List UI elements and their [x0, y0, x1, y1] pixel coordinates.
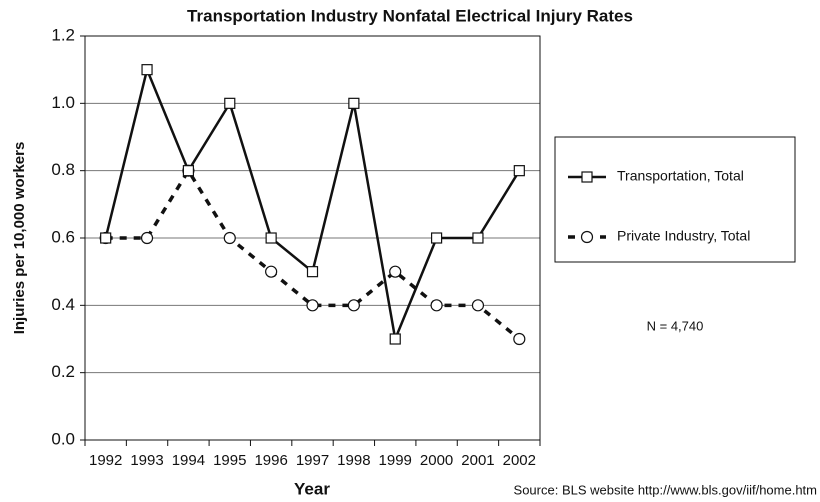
data-point: [513, 165, 525, 177]
x-tick-label: 1998: [337, 452, 370, 469]
data-point: [471, 299, 485, 312]
annotation: N = 4,740: [647, 318, 704, 333]
data-point: [141, 64, 153, 76]
x-tick-label: 1996: [254, 452, 287, 469]
data-point: [306, 299, 319, 312]
y-tick-label: 0.2: [51, 362, 75, 381]
y-axis-label: Injuries per 10,000 workers: [11, 142, 28, 335]
x-tick-label: 1993: [130, 452, 163, 469]
legend-label: Private Industry, Total: [617, 228, 750, 244]
data-point: [430, 299, 443, 312]
legend-label: Transportation, Total: [617, 168, 744, 184]
data-point: [347, 299, 360, 312]
x-tick-label: 2001: [461, 452, 494, 469]
data-point: [513, 332, 526, 346]
x-axis-label: Year: [294, 479, 330, 498]
chart-title: Transportation Industry Nonfatal Electri…: [187, 6, 633, 25]
x-tick-label: 1995: [213, 452, 246, 469]
data-point: [100, 232, 112, 244]
legend-marker: [581, 171, 593, 183]
series-line: [105, 167, 521, 341]
series-line: [104, 65, 521, 344]
y-tick-label: 0.4: [51, 295, 75, 314]
source-note: Source: BLS website http://www.bls.gov/i…: [514, 482, 817, 497]
data-point: [389, 333, 401, 345]
legend-marker: [580, 230, 594, 244]
data-point: [430, 232, 443, 244]
data-point: [182, 165, 195, 177]
x-tick-label: 2002: [503, 452, 536, 469]
y-tick-label: 1.2: [51, 25, 75, 44]
y-tick-label: 0.6: [51, 227, 75, 246]
data-point: [306, 266, 319, 278]
data-point: [265, 265, 278, 278]
x-tick-label: 1997: [296, 452, 329, 469]
data-point: [348, 97, 360, 109]
data-point: [224, 97, 236, 109]
y-tick-label: 0.8: [51, 160, 75, 179]
data-point: [472, 232, 484, 244]
data-point: [389, 265, 402, 278]
y-tick-label: 0.0: [51, 429, 75, 448]
y-tick-label: 1.0: [51, 93, 75, 112]
x-tick-label: 1992: [89, 452, 122, 469]
legend-box: [554, 136, 796, 263]
data-point: [223, 231, 236, 245]
x-tick-label: 1999: [379, 452, 412, 469]
x-tick-label: 1994: [172, 452, 205, 469]
data-point: [140, 231, 154, 245]
plot-frame: [84, 35, 541, 441]
x-tick-label: 2000: [420, 452, 453, 469]
data-point: [265, 232, 277, 244]
